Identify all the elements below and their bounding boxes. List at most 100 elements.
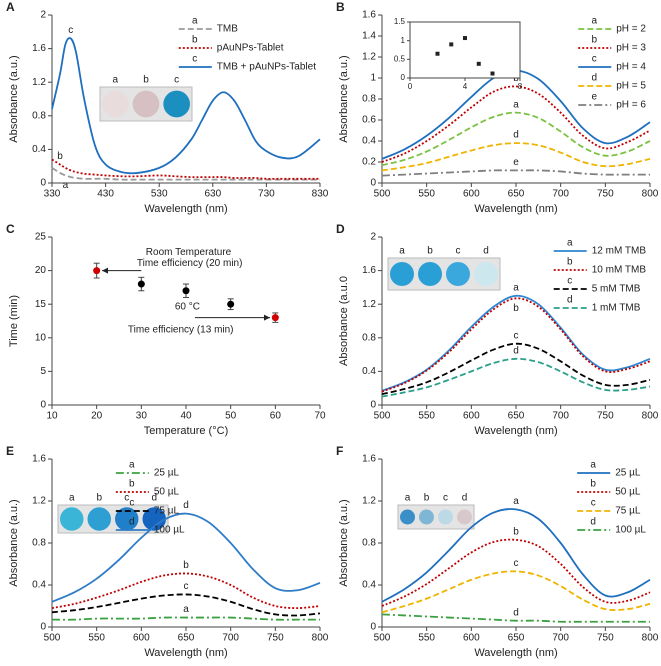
x-tick-label: 750 [597, 633, 614, 644]
x-tick-label: 800 [642, 189, 659, 200]
line-series [51, 167, 320, 181]
curve-label: a [513, 496, 519, 507]
y-tick-label: 1.2 [362, 299, 376, 310]
annotation: Time efficiency (13 min) [128, 324, 234, 335]
y-tick-label: 1.6 [32, 454, 46, 465]
legend-letter: d [567, 295, 573, 306]
well [60, 507, 84, 531]
line-series [381, 570, 651, 614]
panel-letter: A [6, 0, 15, 14]
curve-label: e [513, 157, 519, 168]
well [446, 262, 470, 286]
well [142, 507, 166, 531]
legend-letter: d [590, 517, 596, 528]
line-series [381, 613, 650, 623]
curve-label: c [184, 581, 189, 592]
legend-label: 25 µL [154, 468, 180, 479]
x-tick-label: 650 [508, 411, 525, 422]
arrow-head [263, 314, 270, 321]
y-tick-label: 25 [35, 232, 47, 243]
x-tick-label: 800 [312, 633, 329, 644]
x-tick-label: 650 [508, 189, 525, 200]
x-tick-label: 50 [225, 411, 237, 422]
panel-letter: E [6, 444, 14, 458]
curve-label: a [513, 282, 519, 293]
legend-letter: a [129, 460, 135, 471]
x-tick-label: 40 [180, 411, 192, 422]
y-tick-label: 10 [35, 332, 47, 343]
inset-frame [409, 21, 521, 79]
x-tick-label: 500 [374, 411, 391, 422]
x-tick-label: 600 [463, 633, 480, 644]
well-label: c [456, 246, 461, 257]
x-tick-label: 530 [151, 189, 168, 200]
legend-label: 75 µL [154, 506, 180, 517]
y-tick-label: 0 [370, 178, 376, 189]
legend-letter: a [567, 238, 573, 249]
well-label: c [174, 75, 179, 86]
panel-letter: C [6, 222, 15, 236]
y-tick-label: 15 [35, 299, 47, 310]
x-tick-label: 800 [642, 633, 659, 644]
y-axis-label: Absorbance (a.u.) [8, 55, 20, 142]
curve-label: d [183, 500, 189, 511]
x-axis-label: Wavelength (nm) [474, 203, 557, 215]
legend-letter: c [591, 498, 596, 509]
y-tick-label: 0.4 [362, 580, 376, 591]
y-tick-label: 0.8 [362, 94, 376, 105]
legend-letter: b [591, 35, 597, 46]
inset-y-tick-label: 0.5 [394, 54, 406, 63]
annotation: 60 °C [175, 302, 200, 313]
y-tick-label: 1.2 [362, 52, 376, 63]
inset-point [449, 42, 454, 47]
y-tick-label: 1.2 [32, 77, 46, 88]
y-tick-label: 0 [370, 622, 376, 633]
curve-label: d [513, 130, 519, 141]
panel-letter: D [336, 222, 345, 236]
well-label: d [151, 493, 157, 504]
well [132, 90, 160, 118]
legend-label: pH = 2 [616, 24, 646, 35]
y-tick-label: 0.4 [362, 366, 376, 377]
line-series [51, 37, 321, 175]
x-tick-label: 600 [463, 411, 480, 422]
y-tick-label: 1.6 [362, 454, 376, 465]
legend-letter: c [592, 54, 597, 65]
well [87, 507, 111, 531]
x-tick-label: 20 [91, 411, 103, 422]
legend-label: TMB + pAuNPs-Tablet [217, 62, 316, 73]
y-tick-label: 2 [370, 232, 376, 243]
x-tick-label: 550 [88, 633, 105, 644]
point [93, 267, 101, 275]
arrow-head [102, 267, 109, 274]
y-tick-label: 0.8 [32, 538, 46, 549]
legend-label: 12 mM TMB [592, 246, 647, 257]
well-label: d [462, 493, 468, 504]
x-tick-label: 550 [418, 411, 435, 422]
y-tick-label: 20 [35, 265, 47, 276]
y-tick-label: 0 [40, 400, 46, 411]
well-label: b [424, 493, 430, 504]
curve-label: c [514, 330, 519, 341]
inset-point [463, 36, 467, 41]
curve-label: b [513, 303, 519, 314]
x-tick-label: 650 [178, 633, 195, 644]
line-series [51, 616, 320, 621]
legend-letter: a [192, 16, 198, 27]
line-series [381, 357, 651, 398]
point [182, 287, 190, 295]
curve-label: a [183, 604, 189, 615]
legend-label: 100 µL [615, 525, 646, 536]
x-tick-label: 500 [374, 633, 391, 644]
line-series [51, 512, 321, 603]
legend-label: pH = 6 [616, 100, 646, 111]
legend-letter: c [567, 276, 572, 287]
y-tick-label: 0.8 [362, 332, 376, 343]
y-tick-label: 1 [370, 73, 376, 84]
annotation: Time efficiency (20 min) [137, 258, 243, 269]
y-tick-label: 0.6 [362, 115, 376, 126]
legend-label: 10 mM TMB [592, 265, 647, 276]
curve-label: d [513, 345, 519, 356]
x-tick-label: 730 [258, 189, 275, 200]
